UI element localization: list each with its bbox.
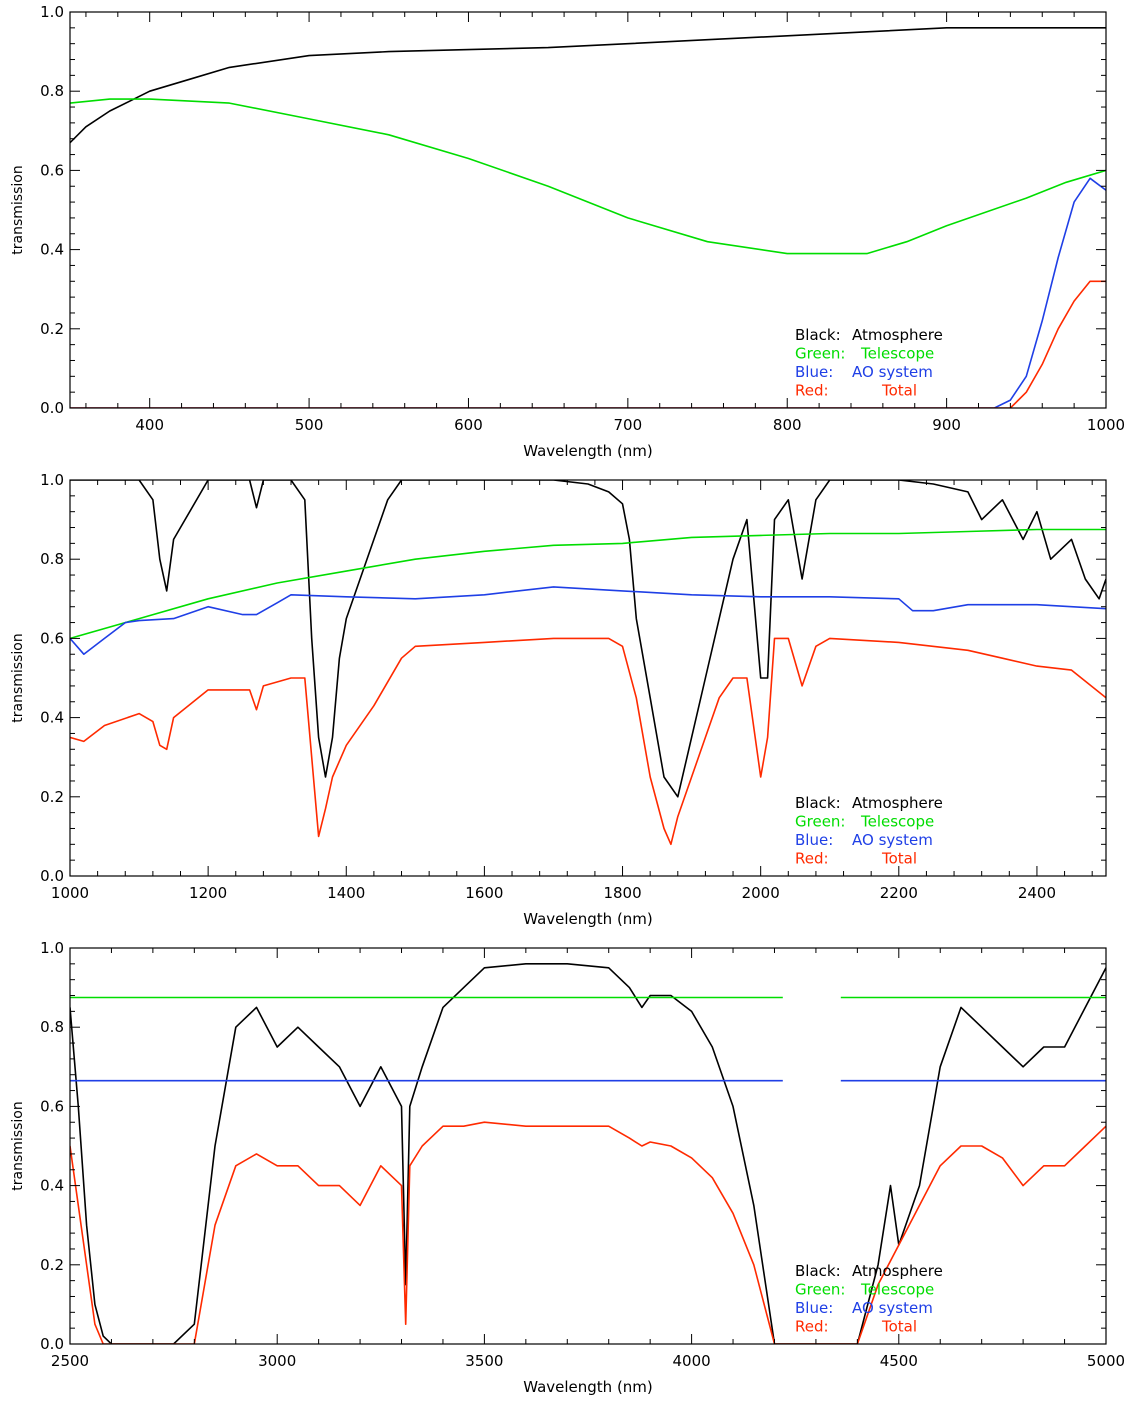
y-axis-label: transmission bbox=[10, 165, 26, 254]
legend-prefix: Blue: bbox=[795, 1299, 833, 1317]
plot-frame bbox=[69, 947, 1107, 1345]
legend-entry: Atmosphere bbox=[852, 326, 943, 344]
x-tick-label: 1600 bbox=[465, 884, 503, 902]
x-tick-label: 4000 bbox=[673, 1352, 711, 1370]
x-tick-label: 3500 bbox=[465, 1352, 503, 1370]
x-tick-label: 400 bbox=[135, 416, 164, 434]
legend-entry: Total bbox=[881, 1318, 917, 1336]
chart-panel-1: 400 500 600 700 800 900 1000 0.0 0.2 0.4 0.6 0.8 1.0… bbox=[10, 3, 1125, 460]
series-line-atmosphere bbox=[70, 963, 1106, 1344]
x-axis-label: Wavelength (nm) bbox=[523, 1378, 653, 1396]
y-tick-label: 0.6 bbox=[40, 161, 64, 179]
y-tick-label: 0.6 bbox=[40, 629, 64, 647]
y-tick-label: 0.0 bbox=[40, 867, 64, 885]
x-axis-label: Wavelength (nm) bbox=[523, 442, 653, 460]
legend-entry: Telescope bbox=[860, 1281, 934, 1299]
x-tick-label: 2000 bbox=[742, 884, 780, 902]
x-tick-label: 2200 bbox=[880, 884, 918, 902]
legend-prefix: Red: bbox=[795, 850, 829, 868]
legend-prefix: Blue: bbox=[795, 363, 833, 381]
x-tick-label: 4500 bbox=[880, 1352, 918, 1370]
legend-prefix: Green: bbox=[795, 1281, 845, 1299]
y-tick-label: 0.2 bbox=[40, 320, 64, 338]
x-tick-label: 700 bbox=[614, 416, 643, 434]
chart-panel-3: 2500 3000 3500 4000 4500 5000 0.0 0.2 0.4 0.6 0.8 1… bbox=[10, 939, 1125, 1396]
y-tick-label: 0.4 bbox=[40, 709, 64, 727]
y-tick-label: 1.0 bbox=[40, 471, 64, 489]
series-group bbox=[70, 27, 1106, 408]
y-tick-label: 0.6 bbox=[40, 1097, 64, 1115]
legend-entry: AO system bbox=[852, 831, 933, 849]
x-tick-label: 1000 bbox=[51, 884, 89, 902]
x-tick-label: 2500 bbox=[51, 1352, 89, 1370]
y-tick-label: 0.4 bbox=[40, 1177, 64, 1195]
series-group bbox=[70, 963, 1106, 1344]
x-axis-label: Wavelength (nm) bbox=[523, 910, 653, 928]
y-tick-label: 0.0 bbox=[40, 1335, 64, 1353]
series-line-total bbox=[70, 637, 1106, 846]
legend-prefix: Black: bbox=[795, 794, 841, 812]
y-axis-label: transmission bbox=[10, 1101, 26, 1190]
legend-entry: AO system bbox=[852, 363, 933, 381]
y-tick-label: 0.8 bbox=[40, 550, 64, 568]
y-tick-label: 0.2 bbox=[40, 1256, 64, 1274]
y-tick-label: 0.2 bbox=[40, 788, 64, 806]
x-tick-label: 600 bbox=[454, 416, 483, 434]
legend-entry: Telescope bbox=[860, 345, 934, 363]
series-line-total bbox=[70, 1121, 1106, 1344]
legend-entry: Total bbox=[881, 850, 917, 868]
series-line-atmosphere bbox=[70, 480, 1106, 798]
legend: Black: Atmosphere Green: Telescope Blue: AO s… bbox=[795, 326, 943, 400]
legend-entry: Telescope bbox=[860, 813, 934, 831]
series-line-ao-system bbox=[70, 586, 1106, 655]
x-tick-label: 1200 bbox=[189, 884, 227, 902]
y-tick-label: 1.0 bbox=[40, 3, 64, 21]
x-tick-label: 900 bbox=[932, 416, 961, 434]
legend: Black: Atmosphere Green: Telescope Blue: AO s… bbox=[795, 1262, 943, 1336]
chart-panel-2: 1000 1200 1400 1600 1800 2000 2200 2400 0.0 0.2 0.… bbox=[10, 471, 1107, 928]
legend-prefix: Black: bbox=[795, 326, 841, 344]
legend-prefix: Black: bbox=[795, 1262, 841, 1280]
legend-entry: AO system bbox=[852, 1299, 933, 1317]
x-tick-label: 800 bbox=[773, 416, 802, 434]
x-tick-label: 5000 bbox=[1087, 1352, 1125, 1370]
legend: Black: Atmosphere Green: Telescope Blue: AO s… bbox=[795, 794, 943, 868]
y-axis-label: transmission bbox=[10, 633, 26, 722]
y-tick-label: 0.8 bbox=[40, 82, 64, 100]
legend-entry: Atmosphere bbox=[852, 794, 943, 812]
y-tick-label: 0.4 bbox=[40, 241, 64, 259]
y-tick-label: 0.8 bbox=[40, 1018, 64, 1036]
x-tick-label: 2400 bbox=[1018, 884, 1056, 902]
y-tick-label: 0.0 bbox=[40, 399, 64, 417]
series-line-total bbox=[70, 280, 1106, 408]
x-tick-label: 3000 bbox=[258, 1352, 296, 1370]
y-tick-label: 1.0 bbox=[40, 939, 64, 957]
x-tick-label: 500 bbox=[295, 416, 324, 434]
series-line-atmosphere bbox=[70, 27, 1106, 144]
legend-prefix: Blue: bbox=[795, 831, 833, 849]
legend-prefix: Green: bbox=[795, 813, 845, 831]
x-tick-label: 1400 bbox=[327, 884, 365, 902]
series-line-telescope bbox=[70, 98, 1106, 255]
legend-entry: Atmosphere bbox=[852, 1262, 943, 1280]
plot-frame bbox=[69, 11, 1107, 409]
legend-entry: Total bbox=[881, 382, 917, 400]
series-line-telescope bbox=[70, 528, 1106, 640]
legend-prefix: Red: bbox=[795, 1318, 829, 1336]
x-tick-label: 1800 bbox=[603, 884, 641, 902]
series-group bbox=[70, 480, 1106, 846]
plot-frame bbox=[69, 479, 1107, 877]
legend-prefix: Green: bbox=[795, 345, 845, 363]
series-line-ao-system bbox=[70, 177, 1106, 408]
legend-prefix: Red: bbox=[795, 382, 829, 400]
x-tick-label: 1000 bbox=[1087, 416, 1125, 434]
